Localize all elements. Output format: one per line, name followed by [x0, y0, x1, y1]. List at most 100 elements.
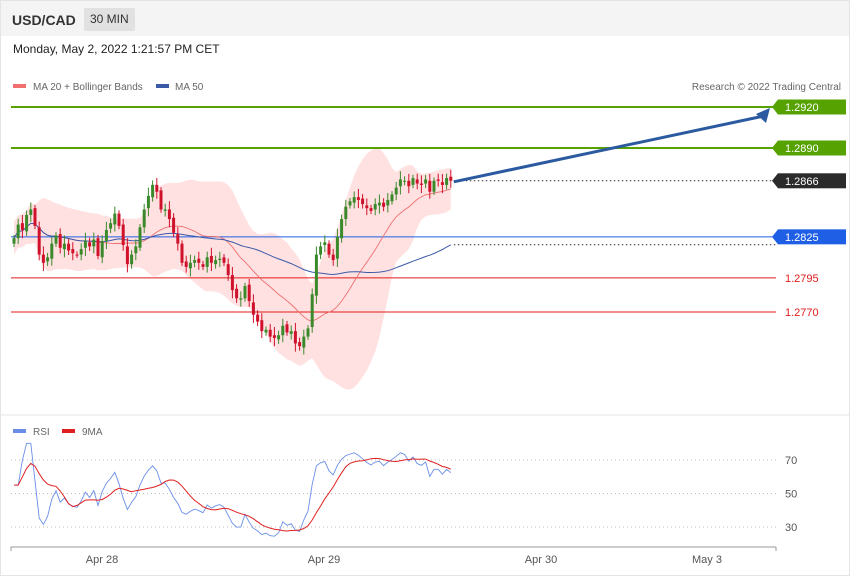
candle-body	[424, 179, 428, 184]
candle-body	[20, 223, 24, 230]
candle-body	[260, 320, 264, 332]
candle-body	[62, 243, 66, 250]
forecast-arrowhead	[756, 108, 770, 123]
resistance-level-label-pointer	[772, 99, 778, 115]
x-tick-label: May 3	[692, 554, 722, 566]
candle-body	[159, 190, 163, 210]
candle-body	[373, 204, 377, 210]
candle-body	[205, 257, 209, 267]
candle-body	[293, 331, 297, 344]
candle-body	[71, 249, 75, 254]
candle-body	[197, 258, 201, 263]
support-level-label: 1.2770	[785, 307, 819, 319]
resistance-level-label-box	[778, 99, 846, 115]
candle-body	[335, 236, 339, 259]
candle-body	[226, 264, 230, 276]
candle-body	[117, 213, 121, 226]
candle-body	[298, 342, 302, 347]
candle-body	[344, 206, 348, 220]
candle-body	[377, 202, 381, 206]
rsi-ma-legend-swatch	[62, 429, 75, 433]
ma20-legend-swatch	[13, 84, 26, 88]
candle-body	[92, 239, 96, 247]
candle-body	[75, 254, 79, 256]
candle-body	[209, 255, 213, 263]
candle-body	[319, 246, 323, 255]
candle-body	[268, 329, 272, 337]
candle-body	[109, 223, 113, 229]
rsi-legend-swatch	[13, 429, 26, 433]
x-tick-label: Apr 28	[86, 554, 118, 566]
candle-body	[361, 198, 365, 205]
candle-body	[352, 197, 356, 203]
candle-body	[125, 246, 129, 265]
resistance-level-label-box	[778, 140, 846, 156]
candle-body	[29, 209, 33, 215]
candle-body	[58, 234, 62, 248]
candle-body	[382, 202, 386, 207]
candle-body	[88, 242, 92, 247]
candle-body	[180, 243, 184, 263]
support-level-label: 1.2795	[785, 273, 819, 285]
candle-body	[403, 180, 407, 182]
candle-body	[272, 335, 276, 338]
candle-body	[327, 243, 331, 255]
candle-body	[243, 286, 247, 299]
candle-body	[104, 230, 108, 241]
candle-body	[436, 179, 440, 181]
candle-body	[138, 227, 142, 248]
candle-body	[235, 288, 239, 299]
candle-body	[193, 260, 197, 263]
candle-body	[247, 284, 251, 302]
candle-body	[163, 209, 167, 211]
rsi-line	[14, 442, 452, 537]
x-tick-label: Apr 29	[308, 554, 340, 566]
candle-body	[188, 262, 192, 269]
candle-body	[146, 195, 150, 209]
rsi-ma-legend-label: 9MA	[82, 427, 103, 438]
candle-body	[314, 254, 318, 296]
datetime-label: Monday, May 2, 2022 1:21:57 PM CET	[13, 42, 220, 56]
x-tick-label: Apr 30	[525, 554, 557, 566]
candle-body	[25, 214, 29, 232]
candle-body	[415, 179, 419, 184]
candle-body	[356, 197, 360, 200]
candle-body	[348, 201, 352, 206]
candle-body	[411, 178, 415, 185]
last-price-label-box	[778, 173, 846, 189]
pivot-level-label-pointer	[772, 229, 778, 245]
candle-body	[218, 258, 222, 261]
candle-body	[33, 208, 37, 226]
timeframe-button[interactable]: 30 MIN	[84, 8, 135, 31]
candle-body	[398, 179, 402, 187]
candle-body	[445, 178, 449, 185]
candle-body	[306, 328, 310, 337]
symbol-label: USD/CAD	[12, 12, 76, 28]
candle-body	[172, 217, 176, 233]
candle-body	[365, 205, 369, 209]
candle-body	[12, 238, 16, 244]
candle-body	[46, 257, 50, 262]
candle-body	[369, 208, 373, 211]
candle-body	[176, 234, 180, 244]
candle-body	[201, 264, 205, 267]
candle-body	[281, 325, 285, 336]
candle-body	[390, 194, 394, 202]
candle-body	[167, 209, 171, 220]
ma20-legend-label: MA 20 + Bollinger Bands	[33, 82, 143, 93]
candle-body	[407, 180, 411, 187]
candle-body	[340, 219, 344, 239]
candle-body	[155, 184, 159, 192]
resistance-level-label: 1.2920	[785, 102, 819, 114]
candle-body	[449, 176, 453, 181]
candle-body	[440, 182, 444, 185]
candle-body	[130, 254, 134, 265]
candle-body	[222, 257, 226, 263]
candle-body	[96, 238, 100, 256]
candle-body	[113, 213, 117, 225]
candle-body	[41, 254, 45, 263]
candle-body	[54, 235, 58, 244]
candle-body	[331, 254, 335, 261]
last-price-label: 1.2866	[785, 176, 819, 188]
